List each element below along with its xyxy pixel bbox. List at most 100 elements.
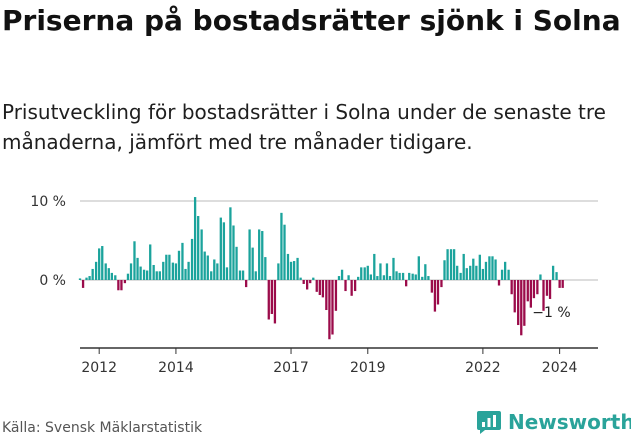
bar: [197, 216, 200, 280]
bar: [200, 229, 203, 280]
bar: [309, 280, 312, 284]
bar: [491, 256, 494, 280]
bar: [315, 280, 318, 292]
chart-subtitle: Prisutveckling för bostadsrätter i Solna…: [2, 100, 606, 154]
bar: [267, 280, 270, 320]
bar: [222, 222, 226, 280]
bar: [350, 280, 353, 296]
bar: [449, 249, 453, 280]
bar: [190, 238, 194, 280]
brand-logo[interactable]: Newsworthy: [476, 409, 631, 435]
bar: [385, 263, 389, 280]
bar: [433, 280, 437, 312]
bar: [210, 271, 213, 280]
bar: [296, 257, 299, 280]
bar: [337, 276, 341, 280]
bar: [120, 280, 123, 291]
bar: [421, 276, 424, 280]
bar: [292, 261, 296, 280]
bar: [369, 274, 372, 280]
bar: [321, 280, 325, 298]
bar: [184, 268, 187, 280]
bar: [548, 280, 552, 299]
bar: [302, 280, 305, 284]
bar: [187, 261, 190, 280]
bar: [101, 246, 104, 280]
bar: [235, 246, 238, 280]
bar: [465, 268, 468, 280]
bar: [244, 280, 248, 288]
bar: [353, 280, 357, 292]
bar: [545, 280, 549, 296]
bar: [536, 280, 539, 295]
bar: [241, 270, 245, 280]
newsworthy-logo-icon: [477, 411, 501, 434]
bar: [104, 263, 107, 280]
bar: [162, 261, 165, 280]
bar: [462, 253, 465, 280]
bar: [117, 280, 120, 291]
bar: [401, 272, 405, 280]
bar: [459, 272, 462, 280]
bar: [392, 257, 395, 280]
bar: [436, 280, 440, 305]
bar: [427, 276, 430, 280]
bar: [91, 268, 94, 280]
bar: [88, 276, 91, 280]
x-tick-label: 2017: [273, 360, 309, 376]
bar: [555, 272, 558, 280]
bar: [318, 280, 321, 296]
bar: [357, 276, 360, 280]
bar: [488, 256, 491, 280]
bar: [110, 272, 113, 280]
bar: [503, 261, 507, 280]
bar: [149, 244, 152, 280]
bar: [472, 258, 475, 280]
bar: [424, 264, 427, 280]
bar: [264, 257, 267, 280]
bar: [107, 268, 110, 280]
bar: [193, 197, 197, 280]
bar: [280, 212, 283, 280]
bar: [456, 265, 459, 280]
bar: [430, 280, 434, 293]
bar: [520, 280, 523, 336]
bar: [376, 276, 379, 280]
bar: [312, 277, 315, 280]
bar: [232, 225, 235, 280]
bar: [532, 280, 536, 299]
bar: [225, 267, 229, 280]
bar: [152, 264, 155, 280]
y-tick-label: 10 %: [30, 194, 66, 210]
bar: [561, 280, 564, 288]
bar: [398, 272, 401, 280]
bar: [405, 280, 408, 287]
bar: [158, 271, 161, 280]
bar: [98, 248, 101, 280]
bar: [408, 272, 411, 280]
bar: [452, 249, 456, 280]
bar: [306, 280, 309, 290]
bars-layer: −1 %: [78, 197, 571, 340]
bar: [500, 269, 504, 280]
bar: [526, 280, 529, 302]
bar: [181, 242, 184, 280]
bar: [155, 271, 158, 280]
bar: [481, 268, 485, 280]
bar: [289, 261, 293, 280]
bar: [363, 267, 366, 280]
bar: [286, 253, 290, 280]
bar: [139, 266, 142, 280]
bar: [136, 257, 139, 280]
bar: [277, 263, 280, 280]
bar: [129, 263, 133, 280]
x-tick-label: 2022: [465, 360, 501, 376]
bar: [484, 261, 488, 280]
bar: [469, 265, 472, 280]
bar: [475, 265, 478, 280]
bar: [417, 256, 420, 280]
bar: [219, 217, 222, 280]
bar: [542, 280, 545, 311]
bar: [270, 280, 273, 314]
x-tick-label: 2012: [81, 360, 117, 376]
